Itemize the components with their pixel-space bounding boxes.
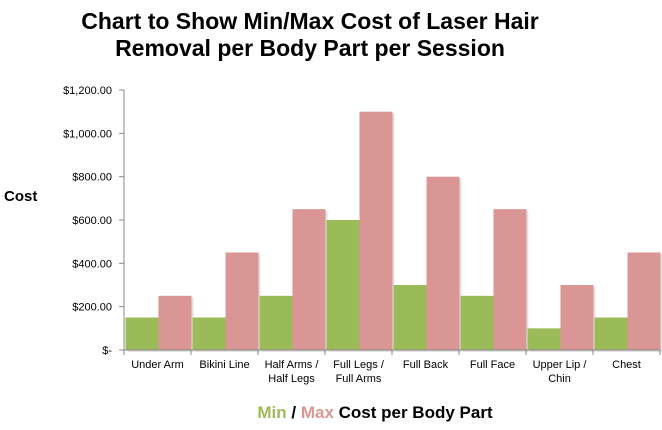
plot-area: $- $200.00 $400.00 $600.00 $800.00 $1,000.00 $… [63,85,662,385]
x-axis-label: Min / Max Cost per Body Part [257,403,493,422]
x-tick-label: Upper Lip / [533,359,588,371]
bar-min [527,328,561,350]
y-tick-label: $800.00 [72,172,112,184]
bar-max [225,252,259,350]
x-tick-label: Bikini Line [199,359,249,371]
bar-max [493,209,527,350]
y-tick-label: $400.00 [72,258,112,270]
bar-min [393,285,427,350]
bar-min [326,220,360,350]
x-tick-label: Full Face [470,359,515,371]
y-tick-label: $200.00 [72,302,112,314]
x-tick-label: Full Arms [336,373,382,385]
bar-max [158,295,192,350]
y-tick-label: $- [102,345,112,357]
x-tick-label: Under Arm [131,359,184,371]
x-tick-label: Half Legs [268,373,315,385]
x-axis-label-max: Max [301,403,335,422]
y-tick-label: $1,000.00 [63,128,112,140]
bar-max [359,111,393,351]
y-tick-label: $600.00 [72,215,112,227]
bar-min [192,317,226,350]
bar-max [560,285,594,350]
bar-min [125,317,159,350]
x-axis-label-separator: / [287,403,301,422]
x-tick-label: Chin [548,373,571,385]
bar-min [259,295,293,350]
x-tick-label: Half Arms / [265,359,320,371]
x-tick-label: Full Back [403,359,449,371]
x-axis-label-min: Min [257,403,286,422]
x-tick-label: Full Legs / [333,359,385,371]
chart-title-line-1: Chart to Show Min/Max Cost of Laser Hair [81,8,539,34]
bar-max [627,252,661,350]
bar-min [460,295,494,350]
bar-max [426,176,460,350]
y-tick-label: $1,200.00 [63,85,112,97]
bar-max [292,209,326,350]
chart-title-line-2: Removal per Body Part per Session [115,35,505,61]
x-axis-label-rest: Cost per Body Part [334,403,493,422]
y-axis-label: Cost [4,188,37,205]
bar-min [594,317,628,350]
x-tick-label: Chest [612,359,641,371]
